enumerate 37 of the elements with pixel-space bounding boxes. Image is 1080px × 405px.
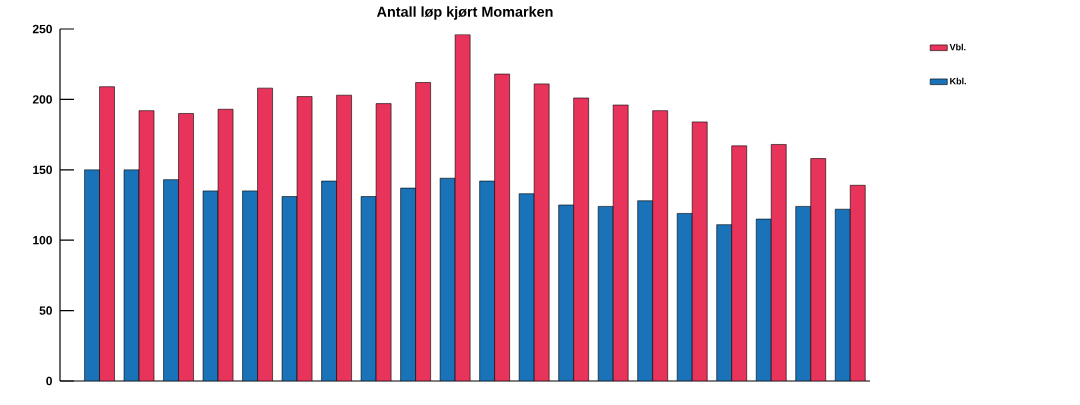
bar [849, 184, 866, 381]
y-tick-label: 200 [32, 95, 52, 104]
bar [637, 200, 653, 381]
bar [755, 218, 772, 381]
bar [321, 180, 337, 381]
bar [400, 187, 416, 381]
bar [770, 144, 787, 381]
bar [691, 121, 708, 381]
y-tick-label: 100 [33, 235, 52, 245]
bar [573, 97, 589, 381]
y-tick-label: 250 [32, 24, 52, 34]
y-tick-label: 50 [39, 306, 52, 315]
bar [242, 190, 258, 381]
bar [558, 204, 574, 381]
bar [834, 208, 851, 381]
bar [597, 206, 614, 381]
bar [810, 158, 827, 381]
bar [178, 113, 194, 381]
legend-label: Kbl. [950, 77, 966, 85]
bar [676, 213, 693, 381]
bar [479, 180, 495, 381]
legend-label: Vbl. [949, 43, 966, 51]
bar [795, 206, 812, 381]
bar [163, 179, 179, 381]
bar [716, 224, 733, 381]
bar [99, 86, 115, 381]
bar [494, 73, 510, 381]
y-tick-label: 0 [46, 376, 52, 386]
bar [731, 145, 748, 381]
bar [84, 169, 100, 381]
bar [257, 87, 273, 381]
bar [652, 110, 668, 381]
bar [415, 82, 431, 381]
bar [612, 104, 629, 381]
chart-title: Antall løp kjørt Momarken [376, 6, 553, 20]
y-tick-label: 150 [33, 165, 52, 175]
bar [336, 94, 352, 381]
